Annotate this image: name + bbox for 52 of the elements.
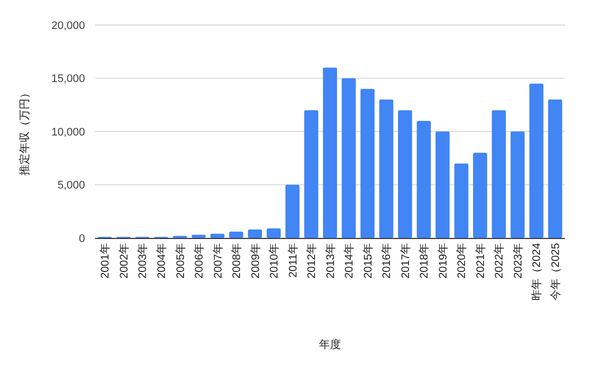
x-tick-label: 2013年 — [324, 243, 337, 278]
x-tick-label: 今年（2025 — [550, 243, 562, 300]
x-tick-label: 2016年 — [381, 243, 394, 278]
x-axis-title: 年度 — [319, 338, 341, 351]
x-tick-label: 2015年 — [362, 243, 374, 278]
x-tick-label: 2008年 — [231, 243, 244, 278]
y-axis-title: 推定年収（万円） — [18, 88, 31, 176]
x-tick-label: 2001年 — [100, 243, 112, 278]
x-tick-label: 2010年 — [268, 243, 281, 278]
x-tick-label: 2005年 — [174, 243, 187, 278]
x-tick-label: 2017年 — [400, 243, 412, 278]
bar — [342, 78, 356, 238]
bar — [304, 110, 318, 238]
x-tick-label: 2004年 — [156, 243, 168, 278]
x-tick-label: 2002年 — [118, 243, 130, 278]
bar — [454, 163, 468, 238]
x-tick-label: 昨年（2024 — [531, 243, 544, 300]
bar — [492, 110, 506, 238]
x-tick-label: 2011年 — [287, 243, 300, 278]
x-tick-label: 2020年 — [456, 243, 468, 278]
y-tick-label: 15,000 — [51, 73, 85, 86]
bar — [248, 229, 262, 238]
x-tick-label: 2007年 — [212, 243, 224, 278]
x-tick-label: 2009年 — [250, 243, 262, 278]
y-tick-label: 20,000 — [51, 20, 85, 32]
bar — [285, 184, 300, 238]
x-tick-label: 2021年 — [474, 243, 487, 278]
bar — [510, 132, 525, 238]
bar — [529, 84, 544, 238]
bar — [548, 100, 562, 238]
x-tick-label: 2012年 — [306, 243, 318, 278]
y-tick-label: 5,000 — [57, 180, 85, 192]
bar — [322, 68, 338, 238]
bar — [360, 88, 375, 238]
y-tick-label: 10,000 — [51, 126, 85, 138]
bar — [473, 152, 488, 238]
bar — [210, 234, 224, 238]
x-tick-label: 2003年 — [137, 243, 150, 278]
x-tick-label: 2014年 — [344, 243, 356, 278]
bar — [398, 110, 412, 238]
x-tick-label: 2019年 — [437, 243, 450, 278]
bar — [229, 232, 244, 238]
x-tick-label: 2006年 — [194, 243, 206, 278]
x-tick-label: 2023年 — [512, 243, 524, 278]
bar — [266, 228, 281, 238]
x-tick-label: 2022年 — [494, 243, 506, 278]
x-tick-label: 2018年 — [418, 243, 431, 278]
bar — [379, 100, 394, 238]
bar — [416, 120, 431, 238]
bar — [192, 234, 206, 238]
y-tick-label: 0 — [78, 232, 85, 245]
bar — [436, 132, 450, 238]
